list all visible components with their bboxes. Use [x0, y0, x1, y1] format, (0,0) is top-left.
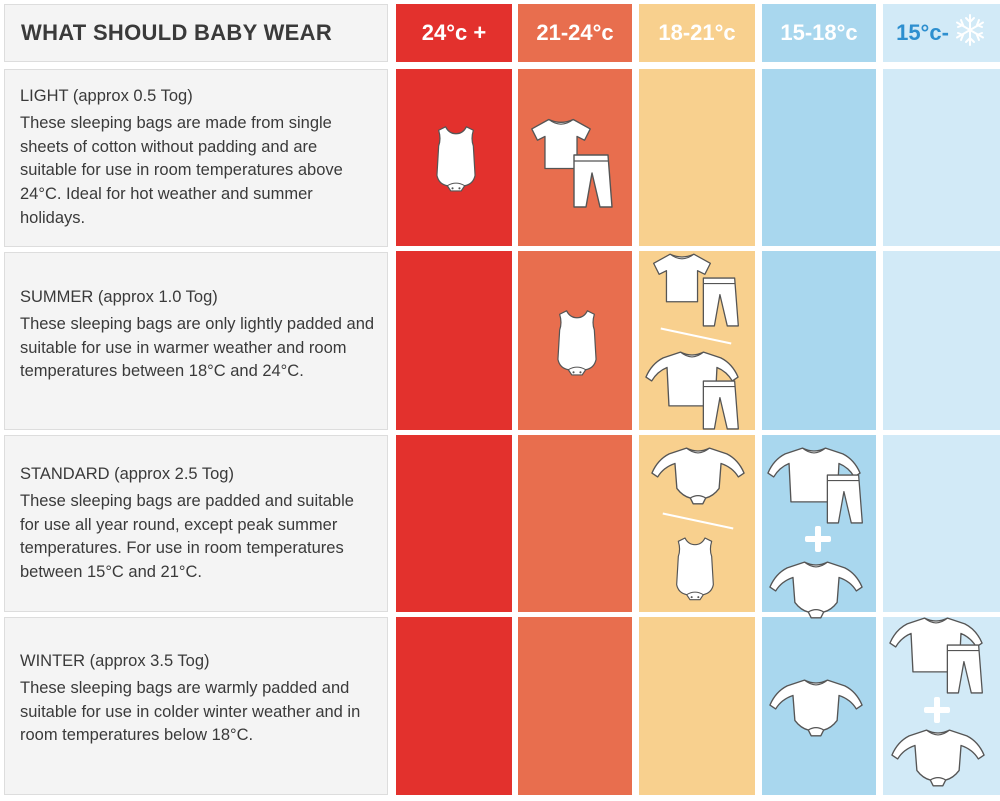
- sleeveless-bodysuit-icon: [670, 530, 720, 606]
- chart-title: WHAT SHOULD BABY WEAR: [4, 4, 388, 62]
- long-sleeve-bodysuit-icon: [768, 676, 864, 738]
- column-header-label: 24°c +: [421, 20, 487, 45]
- sleeveless-bodysuit-icon: [430, 122, 482, 194]
- row-title: LIGHT (approx 0.5 Tog): [20, 87, 193, 105]
- pants-icon: [696, 376, 742, 434]
- row-description: These sleeping bags are padded and suita…: [20, 492, 354, 582]
- row-title: STANDARD (approx 2.5 Tog): [20, 465, 234, 483]
- row-title: WINTER (approx 3.5 Tog): [20, 652, 210, 670]
- column-header-label: 21-24°c: [536, 20, 614, 45]
- long-sleeve-bodysuit-icon: [768, 558, 864, 620]
- column-header-label: 18-21°c: [658, 20, 736, 45]
- pants-icon: [820, 470, 866, 528]
- long-sleeve-bodysuit-icon: [650, 444, 746, 506]
- row-title: SUMMER (approx 1.0 Tog): [20, 288, 218, 306]
- sleeveless-bodysuit-icon: [551, 304, 603, 380]
- column-header-15-minus: 15°c-: [883, 4, 1000, 62]
- column-header-21-24: 21-24°c: [518, 4, 632, 62]
- column-header-24-plus: 24°c +: [396, 4, 512, 62]
- row-description: These sleeping bags are made from single…: [20, 114, 343, 227]
- row-light: LIGHT (approx 0.5 Tog) These sleeping ba…: [4, 69, 388, 247]
- pants-icon: [940, 640, 986, 698]
- row-description: These sleeping bags are only lightly pad…: [20, 315, 375, 381]
- pants-icon: [566, 150, 616, 212]
- row-divider: [396, 612, 1000, 617]
- row-winter: WINTER (approx 3.5 Tog) These sleeping b…: [4, 617, 388, 795]
- row-standard: STANDARD (approx 2.5 Tog) These sleeping…: [4, 435, 388, 612]
- column-header-label: 15°c-: [896, 20, 949, 45]
- row-divider: [396, 246, 1000, 251]
- plus-icon: [924, 697, 950, 723]
- pants-icon: [696, 272, 742, 332]
- row-summer: SUMMER (approx 1.0 Tog) These sleeping b…: [4, 252, 388, 430]
- column-header-18-21: 18-21°c: [639, 4, 755, 62]
- column-header-label: 15-18°c: [780, 20, 858, 45]
- column-header-15-18: 15-18°c: [762, 4, 876, 62]
- long-sleeve-bodysuit-icon: [890, 726, 986, 788]
- snowflake-icon: [953, 13, 987, 53]
- plus-icon: [805, 526, 831, 552]
- row-description: These sleeping bags are warmly padded an…: [20, 679, 361, 745]
- row-divider: [396, 430, 1000, 435]
